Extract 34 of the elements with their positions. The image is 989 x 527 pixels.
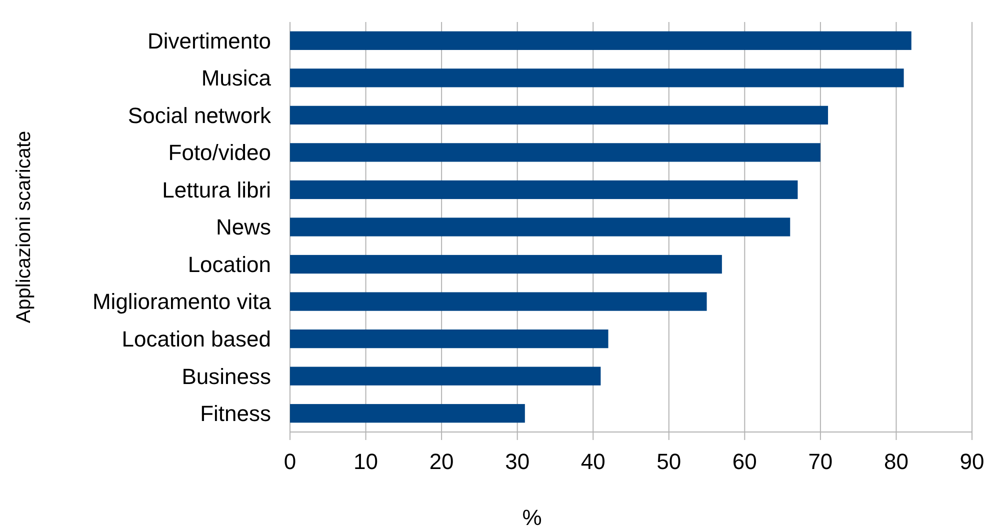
bar bbox=[290, 68, 904, 88]
x-tick-label: 50 bbox=[656, 449, 682, 474]
bar bbox=[290, 180, 798, 200]
y-tick-label: Location bbox=[188, 252, 271, 277]
bar bbox=[290, 254, 722, 274]
bar bbox=[290, 218, 790, 236]
x-tick-label: 60 bbox=[732, 449, 757, 474]
x-tick-label: 70 bbox=[808, 449, 833, 474]
x-tick-label: 80 bbox=[884, 449, 908, 474]
y-tick-label: Fitness bbox=[200, 401, 271, 426]
x-tick-label: 0 bbox=[284, 449, 296, 474]
y-tick-label: Business bbox=[182, 364, 271, 389]
y-tick-label: Foto/video bbox=[168, 140, 271, 166]
y-tick-label: Social network bbox=[128, 102, 272, 128]
x-axis-title: % bbox=[522, 505, 542, 527]
x-tick-label: 20 bbox=[429, 449, 454, 474]
bar bbox=[290, 143, 820, 162]
x-tick-label: 90 bbox=[960, 449, 984, 474]
y-tick-label: Lettura libri bbox=[162, 177, 271, 202]
y-tick-label: Musica bbox=[201, 66, 272, 91]
x-tick-label: 40 bbox=[580, 449, 606, 474]
x-tick-label: 10 bbox=[354, 449, 378, 474]
y-tick-label: Location based bbox=[122, 326, 271, 352]
y-tick-label: Miglioramento vita bbox=[92, 289, 272, 314]
bar bbox=[290, 366, 601, 386]
bar bbox=[290, 31, 912, 50]
bar bbox=[290, 404, 525, 423]
x-tick-label: 30 bbox=[505, 449, 530, 474]
y-axis-title: Applicazioni scaricate bbox=[13, 130, 35, 324]
bar bbox=[290, 106, 828, 124]
y-tick-label: News bbox=[216, 214, 271, 240]
bar bbox=[290, 330, 608, 348]
bar bbox=[290, 292, 707, 311]
y-tick-label: Divertimento bbox=[148, 28, 271, 54]
